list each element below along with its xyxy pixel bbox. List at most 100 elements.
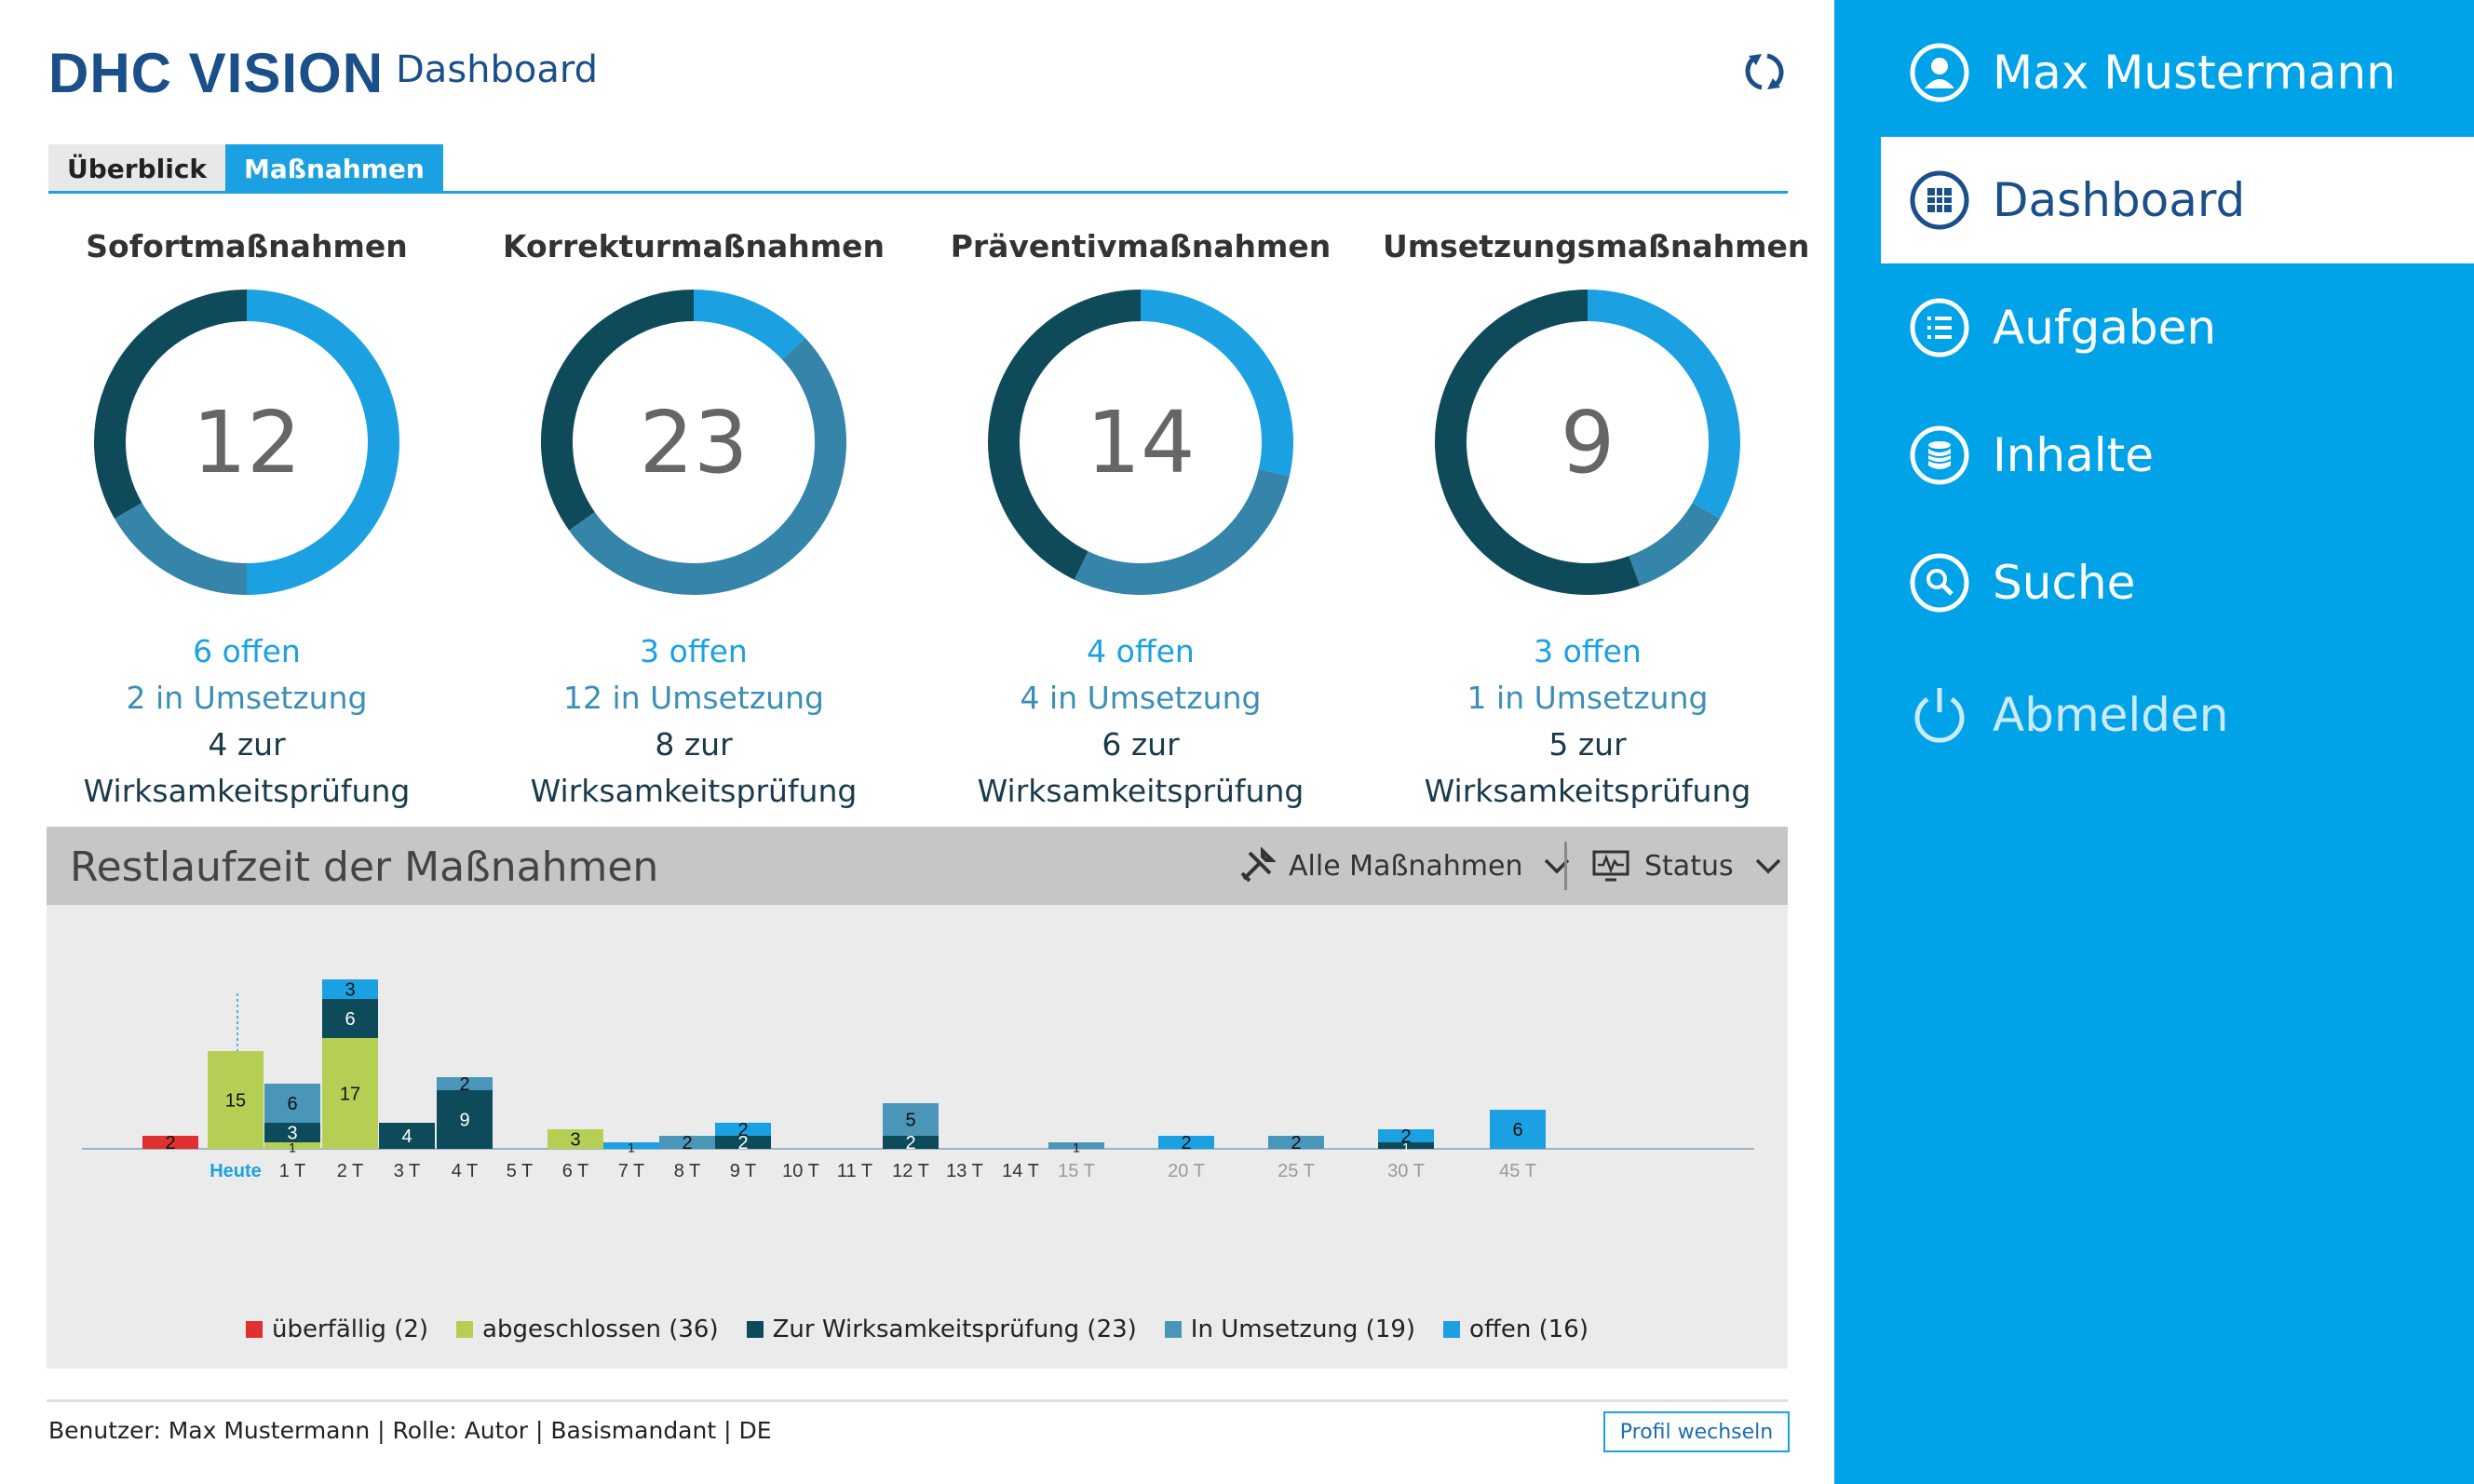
bar-value-label: 2: [737, 1133, 748, 1153]
donut-title: Umsetzungsmaßnahmen: [1383, 228, 1810, 264]
legend-item-umsetzung[interactable]: In Umsetzung (19): [1164, 1315, 1415, 1343]
profil-wechseln-button[interactable]: Profil wechseln: [1603, 1411, 1790, 1452]
donut-umsetzungsmassnahmen[interactable]: Umsetzungsmaßnahmen 9 3 offen 1 in Umset…: [1383, 228, 1810, 815]
stat-umsetzung: 1 in Umsetzung: [1467, 680, 1709, 716]
x-tick-label: 45 T: [1499, 1161, 1536, 1181]
sidebar-item-aufgaben[interactable]: Aufgaben: [1834, 264, 2474, 391]
legend-label: überfällig (2): [272, 1315, 429, 1343]
bar-segment-umsetzung[interactable]: [264, 1084, 320, 1123]
donut-segment-offen: [246, 290, 399, 595]
bar-value-label: 1: [289, 1140, 296, 1155]
bar-value-label: 2: [1181, 1133, 1191, 1153]
x-tick-label: Heute: [210, 1161, 262, 1181]
donut-segment-offen: [1140, 290, 1293, 477]
legend-item-wirk[interactable]: Zur Wirksamkeitsprüfung (23): [746, 1315, 1137, 1343]
bar-segment-umsetzung[interactable]: [1048, 1142, 1104, 1149]
donut-korrekturmassnahmen[interactable]: Korrekturmaßnahmen 23 3 offen 12 in Umse…: [489, 228, 899, 815]
donut-sofortmassnahmen[interactable]: Sofortmaßnahmen 12 6 offen 2 in Umsetzun…: [42, 228, 452, 815]
database-icon: [1910, 425, 1969, 485]
x-tick-label: 4 T: [452, 1161, 479, 1181]
filter-separator: [1564, 842, 1567, 890]
bar-segment-offen[interactable]: [1378, 1129, 1434, 1142]
sidebar-user[interactable]: Max Mustermann: [1834, 9, 2474, 136]
bar-segment-wirk[interactable]: [437, 1090, 493, 1149]
bar-value-label: 1: [1073, 1140, 1080, 1155]
bar-value-label: 15: [225, 1091, 246, 1112]
bar-segment-wirk[interactable]: [264, 1123, 320, 1142]
x-tick-label: 1 T: [279, 1161, 306, 1181]
legend-label: offen (16): [1469, 1315, 1588, 1343]
stat-umsetzung: 4 in Umsetzung: [1020, 680, 1262, 716]
bar-segment-umsetzung[interactable]: [659, 1136, 715, 1149]
donut-segment-wirksamkeit: [1435, 290, 1641, 595]
bar-value-label: 17: [340, 1085, 360, 1105]
bar-segment-abgeschlossen[interactable]: [322, 1038, 378, 1149]
bar-value-label: 6: [287, 1094, 297, 1114]
footer-divider: [47, 1399, 1788, 1402]
bar-segment-umsetzung[interactable]: [883, 1103, 939, 1136]
donut-segment-wirksamkeit: [94, 290, 248, 519]
bar-segment-offen[interactable]: [603, 1142, 659, 1149]
x-tick-label: 12 T: [892, 1161, 929, 1181]
tab-massnahmen[interactable]: Maßnahmen: [225, 144, 443, 193]
bar-value-label: 2: [1400, 1126, 1411, 1147]
bar-segment-offen[interactable]: [1490, 1110, 1546, 1149]
bar-segment-wirk[interactable]: [322, 999, 378, 1038]
bar-value-label: 1: [1402, 1140, 1410, 1155]
bar-value-label: 4: [401, 1126, 412, 1147]
bar-value-label: 2: [1291, 1133, 1301, 1153]
legend-item-abgeschlossen[interactable]: abgeschlossen (36): [456, 1315, 719, 1343]
panel-header: Restlaufzeit der Maßnahmen Alle Maßnahme…: [47, 827, 1788, 905]
legend-swatch: [1164, 1321, 1182, 1338]
x-tick-label: 2 T: [337, 1161, 364, 1181]
donut-praeventivmassnahmen[interactable]: Präventivmaßnahmen 14 4 offen 4 in Umset…: [936, 228, 1345, 815]
list-icon: [1910, 298, 1969, 358]
refresh-icon[interactable]: [1741, 48, 1788, 95]
bar-segment-umsetzung[interactable]: [437, 1077, 493, 1090]
bar-segment-wirk[interactable]: [379, 1123, 435, 1149]
bar-value-label: 6: [345, 1009, 355, 1030]
bar-segment-offen[interactable]: [1158, 1136, 1214, 1149]
bar-segment-wirk[interactable]: [883, 1136, 939, 1149]
bar-value-label: 2: [737, 1120, 748, 1140]
bar-segment-offen[interactable]: [715, 1123, 771, 1136]
donut-segment-umsetzung: [1629, 502, 1721, 587]
monitor-icon: [1592, 850, 1629, 882]
tab-ueberblick[interactable]: Überblick: [48, 144, 226, 193]
bar-segment-abgeschlossen[interactable]: [208, 1051, 264, 1149]
bar-segment-offen[interactable]: [322, 979, 378, 999]
stat-wirksamkeit: 8 zur Wirksamkeitsprüfung: [530, 726, 858, 809]
bar-value-label: 3: [570, 1130, 580, 1151]
x-tick-label: 25 T: [1278, 1161, 1315, 1181]
donut-segment-offen: [1587, 290, 1740, 519]
legend-swatch: [746, 1321, 764, 1338]
bar-value-label: 3: [345, 980, 355, 1001]
sidebar-item-abmelden[interactable]: Abmelden: [1834, 652, 2474, 778]
bar-segment-ueberfaellig[interactable]: [142, 1136, 198, 1149]
bar-segment-abgeschlossen[interactable]: [548, 1129, 603, 1149]
sidebar-item-inhalte[interactable]: Inhalte: [1834, 392, 2474, 519]
x-tick-label: 8 T: [674, 1161, 701, 1181]
page-title: Dashboard: [396, 48, 599, 91]
sidebar-item-dashboard[interactable]: Dashboard: [1881, 137, 2474, 263]
donut-segment-umsetzung: [569, 338, 846, 595]
legend-item-ueberfaellig[interactable]: überfällig (2): [246, 1315, 428, 1343]
filter-status-dropdown[interactable]: Status: [1592, 827, 1782, 905]
bar-value-label: 2: [165, 1133, 175, 1153]
filter-massnahmen-dropdown[interactable]: Alle Maßnahmen: [1238, 827, 1571, 905]
x-tick-label: 15 T: [1058, 1161, 1095, 1181]
bar-segment-umsetzung[interactable]: [1268, 1136, 1324, 1149]
x-tick-label: 9 T: [730, 1161, 757, 1181]
x-tick-label: 5 T: [507, 1161, 534, 1181]
sidebar-item-suche[interactable]: Suche: [1834, 519, 2474, 646]
bar-segment-wirk[interactable]: [715, 1136, 771, 1149]
donut-title: Präventivmaßnahmen: [950, 228, 1332, 264]
footer-user-info: Benutzer: Max Mustermann | Rolle: Autor …: [48, 1417, 772, 1444]
filter-massnahmen-label: Alle Maßnahmen: [1289, 849, 1523, 883]
x-tick-label: 6 T: [562, 1161, 589, 1181]
legend-item-offen[interactable]: offen (16): [1443, 1315, 1588, 1343]
sidebar-item-label: Inhalte: [1993, 428, 2155, 482]
legend-swatch: [456, 1321, 474, 1338]
bar-segment-abgeschlossen[interactable]: [264, 1142, 320, 1149]
bar-segment-wirk[interactable]: [1378, 1142, 1434, 1149]
